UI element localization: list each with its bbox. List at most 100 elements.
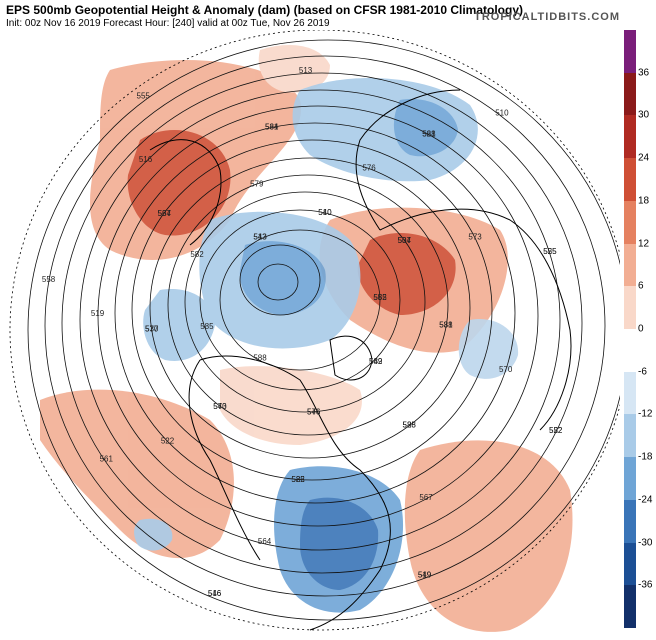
anomaly-europe-core — [357, 232, 456, 315]
contour-label: 561 — [100, 454, 114, 463]
contour-label: 519 — [91, 309, 105, 318]
colorbar-swatch — [624, 286, 636, 330]
contour-label: 558 — [42, 275, 56, 284]
contour-label: 546 — [208, 589, 222, 598]
contour-label: 570 — [499, 365, 513, 374]
contour-label: 513 — [299, 66, 313, 75]
colorbar-tick-label: 30 — [638, 109, 650, 121]
contour-label: 519 — [418, 570, 432, 579]
contour-label: 507 — [398, 236, 412, 245]
brand-logo: TROPICALTIDBITS.COM — [474, 11, 620, 23]
contour-label: 540 — [318, 208, 332, 217]
anomaly-north-atlantic — [258, 45, 330, 93]
map-canvas: 5855825765735705675645615555525495465435… — [9, 30, 620, 632]
colorbar-tick-label: -36 — [638, 579, 653, 591]
contour-label: 567 — [158, 209, 172, 218]
contour-label: 567 — [419, 493, 433, 502]
colorbar-swatch — [624, 542, 636, 586]
colorbar-tick-label: 18 — [638, 195, 650, 207]
anomaly-siberia-core — [393, 99, 458, 157]
colorbar-tick-label: 24 — [638, 152, 650, 164]
height-contours — [27, 39, 620, 621]
colorbar-swatch — [624, 158, 636, 202]
colorbar-tick-label: -24 — [638, 494, 653, 506]
contour-label: 528 — [403, 421, 417, 430]
colorbar-swatch — [624, 115, 636, 159]
contour-label: 552 — [549, 426, 563, 435]
coast-alaska — [149, 139, 222, 246]
anomaly-west-na — [40, 389, 234, 559]
colorbar-tick-label: -18 — [638, 451, 653, 463]
contour-label: 582 — [369, 357, 383, 366]
contour-label: 555 — [137, 92, 151, 101]
contour-label: 576 — [362, 164, 376, 173]
contour-label: 564 — [265, 123, 279, 132]
colorbar-tick-label: -12 — [638, 408, 653, 420]
contour-label: 555 — [543, 247, 557, 256]
contour-label: 582 — [291, 475, 305, 484]
contour-label: 528 — [422, 129, 436, 138]
coast-eurasia — [355, 89, 572, 431]
colorbar-tick-label: 6 — [638, 280, 644, 292]
anomaly-atlantic — [404, 440, 573, 632]
contour-label: 510 — [318, 208, 332, 217]
colorbar-swatch — [624, 414, 636, 458]
contour-label: 525 — [543, 247, 557, 256]
coast-greenland — [329, 335, 373, 381]
colorbar-swatch — [624, 200, 636, 245]
contour-label: 582 — [190, 250, 204, 259]
map-panel: 585 582 576 573 570 567 564 561 555 552 549 546 543 5… — [0, 30, 620, 640]
contour-label: 585 — [373, 293, 387, 302]
map-title: EPS 500mb Geopotential Height & Anomaly … — [6, 3, 523, 17]
contour-label: 513 — [253, 232, 267, 241]
contour-label: 546 — [307, 408, 321, 417]
colorbar: 36 30 24 18 12 6 0 -6 -12 -18 -24 -30 -36 — [622, 30, 656, 629]
contour-labels: 5855825765735705675645615555525495465435… — [42, 66, 563, 598]
colorbar-swatch — [624, 371, 636, 415]
contour-label: 579 — [250, 179, 264, 188]
negative-anomaly-areas — [134, 78, 519, 613]
contour-label: 588 — [439, 320, 453, 329]
colorbar-tick-label: 36 — [638, 67, 650, 79]
contour-label: 534 — [398, 236, 412, 245]
contour-label: 531 — [439, 320, 453, 329]
contour-label: 525 — [291, 475, 305, 484]
map-subtitle: Init: 00z Nov 16 2019 Forecast Hour: [24… — [6, 18, 330, 29]
contour-label: 534 — [158, 209, 172, 218]
contour-label: 564 — [258, 537, 272, 546]
anomaly-scandinavia — [458, 319, 519, 379]
contour-label: 516 — [208, 589, 222, 598]
colorbar-swatch — [624, 585, 636, 629]
anomaly-east-us-core — [300, 497, 379, 590]
colorbar-swatch — [624, 30, 636, 74]
contour-label: 588 — [253, 354, 267, 363]
contour-label: 561 — [422, 129, 436, 138]
contour-label: 549 — [418, 570, 432, 579]
anomaly-pacific — [134, 518, 173, 551]
contour-label: 573 — [213, 402, 227, 411]
colorbar-swatch — [624, 72, 636, 116]
colorbar-tick-label: -6 — [638, 366, 647, 378]
coastlines — [149, 89, 572, 631]
colorbar-tick-label: 12 — [638, 238, 650, 250]
contour-label: 510 — [495, 109, 509, 118]
positive-anomaly-areas — [40, 45, 573, 632]
contour-label: 543 — [253, 232, 267, 241]
contour-label: 585 — [403, 421, 417, 430]
contour-label: 576 — [307, 408, 321, 417]
contour-label: 570 — [145, 325, 159, 334]
contour-label: 585 — [200, 322, 214, 331]
colorbar-swatch — [624, 329, 636, 373]
contour-label: 552 — [373, 293, 387, 302]
contour-label: 531 — [265, 123, 279, 132]
coast-north-america — [188, 355, 391, 631]
contour-label: 516 — [139, 155, 153, 164]
anomaly-hudson — [143, 289, 215, 361]
contour-label: 537 — [145, 325, 159, 334]
contour-label: 522 — [161, 436, 175, 445]
anomaly-arctic-core — [239, 241, 326, 315]
contour-label: 522 — [549, 426, 563, 435]
contour-label: 549 — [369, 357, 383, 366]
colorbar-tick-label: 0 — [638, 323, 644, 335]
anomaly-alaska-core — [127, 130, 231, 236]
